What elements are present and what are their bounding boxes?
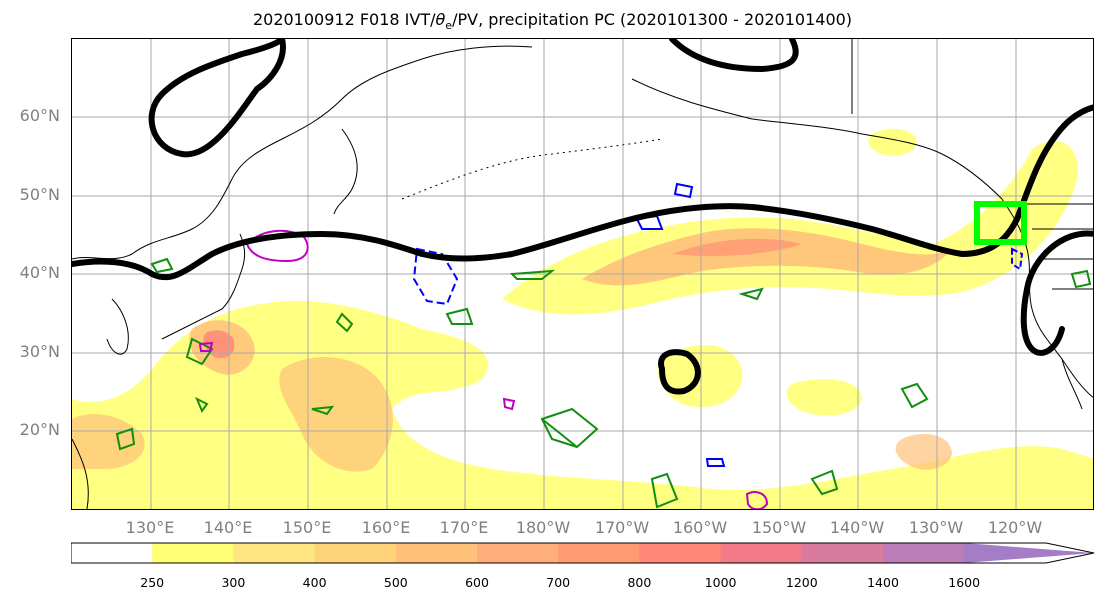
precip-north <box>868 128 917 156</box>
colorbar-tick-label: 500 <box>383 575 408 590</box>
coast-korea <box>106 298 129 355</box>
lon-label-160e: 160°E <box>361 518 411 537</box>
map-title: 2020100912 F018 IVT/θe/PV, precipitation… <box>0 10 1105 32</box>
lat-label-60n: 60°N <box>19 106 60 125</box>
colorbar-tick-label: 1400 <box>867 575 899 590</box>
coast-philippines <box>72 438 89 509</box>
precip-east-2 <box>895 434 952 470</box>
coast-aleutians <box>401 138 663 200</box>
colorbar-cell <box>639 543 722 563</box>
coastlines <box>72 39 1093 509</box>
lon-label-120w: 120°W <box>987 518 1043 537</box>
colorbar-cell <box>477 543 559 563</box>
colorbar-cell <box>314 543 397 563</box>
pv-contours-green <box>115 257 1092 509</box>
colorbar-tick-label: 1000 <box>704 575 737 590</box>
lat-label-20n: 20°N <box>19 420 60 439</box>
precip-band-peak <box>672 238 802 256</box>
colorbar-tick-label: 700 <box>546 575 571 590</box>
precip-band-main <box>502 140 1078 315</box>
lon-label-150e: 150°E <box>282 518 332 537</box>
title-suffix: /PV, precipitation PC (2020101300 - 2020… <box>452 10 853 29</box>
lon-label-170w: 170°W <box>594 518 650 537</box>
title-prefix: 2020100912 F018 IVT/ <box>252 10 436 29</box>
precip-west-edge <box>72 414 145 469</box>
theta-e-hawaii <box>658 349 701 395</box>
colorbar-tick-label: 1600 <box>948 575 981 590</box>
lon-label-160w: 160°W <box>672 518 728 537</box>
lon-label-140w: 140°W <box>829 518 885 537</box>
colorbar-cell <box>558 543 640 563</box>
lon-label-130w: 130°W <box>908 518 964 537</box>
lon-label-130e: 130°E <box>125 518 175 537</box>
coast-baja <box>1061 358 1083 410</box>
colorbar-tick-label: 300 <box>221 575 246 590</box>
colorbar-tick-label: 400 <box>302 575 327 590</box>
coast-asia <box>72 45 533 260</box>
theta-e-north-ridge <box>669 39 799 73</box>
colorbar-cell <box>71 543 153 563</box>
colorbar <box>71 542 1095 564</box>
graticule <box>72 39 1093 509</box>
colorbar-cell <box>233 543 316 563</box>
lon-label-150w: 150°W <box>751 518 807 537</box>
lon-label-170e: 170°E <box>439 518 489 537</box>
precip-east <box>786 379 862 416</box>
map-canvas <box>72 39 1093 509</box>
lat-label-50n: 50°N <box>19 185 60 204</box>
colorbar-cell <box>883 543 965 563</box>
lon-label-180w: 180°W <box>515 518 571 537</box>
border-us-states <box>1032 228 1093 290</box>
colorbar-tick-label: 600 <box>465 575 489 590</box>
precip-band-core <box>582 228 952 286</box>
target-region-box[interactable] <box>974 201 1027 245</box>
theta-e-contours <box>72 39 1093 395</box>
colorbar-cell <box>152 543 234 563</box>
map-panel[interactable] <box>71 38 1094 510</box>
lon-label-140e: 140°E <box>203 518 253 537</box>
colorbar-cell <box>801 543 884 563</box>
colorbar-tick-label: 800 <box>627 575 652 590</box>
coast-japan <box>161 233 246 340</box>
lat-label-30n: 30°N <box>19 342 60 361</box>
title-theta: θe <box>435 10 453 33</box>
colorbar-tick-label: 250 <box>140 575 165 590</box>
lat-label-40n: 40°N <box>19 263 60 282</box>
colorbar-arrow <box>964 543 1094 563</box>
coast-alaska <box>631 78 1003 200</box>
colorbar-tick-label: 1200 <box>785 575 818 590</box>
theta-e-main <box>72 104 1093 281</box>
colorbar-cell <box>395 543 478 563</box>
pv-contours-magenta <box>198 229 769 509</box>
coast-kamchatka <box>333 128 358 215</box>
pv-contours-blue <box>412 182 1024 467</box>
theta-e-east <box>1020 230 1093 356</box>
theta-e-north-low <box>148 39 286 158</box>
colorbar-cell <box>720 543 803 563</box>
precip-field <box>72 128 1093 509</box>
